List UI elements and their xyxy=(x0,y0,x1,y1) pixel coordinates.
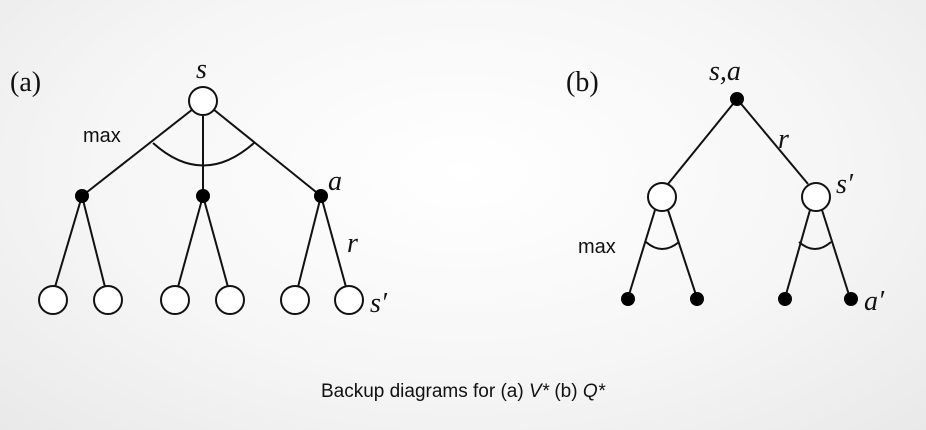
max-arc-a xyxy=(152,142,255,167)
diagram-a xyxy=(54,108,347,288)
edge-a-root-action1 xyxy=(81,108,194,197)
action-label-a: a xyxy=(328,166,342,197)
action-node-a1 xyxy=(75,189,89,203)
action-node-b3 xyxy=(778,292,792,306)
next-state-node-6 xyxy=(334,285,364,315)
state-node-b1 xyxy=(647,182,677,212)
next-state-node-4 xyxy=(215,285,245,315)
next-state-node-3 xyxy=(160,285,190,315)
edge-a-a1-s1 xyxy=(54,195,83,288)
edge-a-a2-s4 xyxy=(202,195,229,288)
reward-label-a: r xyxy=(347,228,358,259)
max-label-a: max xyxy=(83,125,121,147)
edge-b-s2-a3 xyxy=(784,209,811,299)
caption-middle: (b) xyxy=(549,381,583,402)
edge-b-root-s2 xyxy=(736,98,809,185)
action-node-b2 xyxy=(690,292,704,306)
action-node-a3 xyxy=(314,189,328,203)
edge-a-root-action3 xyxy=(212,108,322,197)
edge-a-a3-s5 xyxy=(297,195,322,288)
max-label-b: max xyxy=(578,236,616,258)
caption-prefix: Backup diagrams for (a) xyxy=(320,381,529,402)
panel-label-a: (a) xyxy=(10,67,41,98)
action-node-a2 xyxy=(196,189,210,203)
edge-b-s2-a4 xyxy=(821,209,851,299)
state-node-root-a xyxy=(188,86,218,116)
root-label-b: s,a xyxy=(709,56,741,87)
edge-b-s1-a1 xyxy=(627,209,656,299)
edge-b-s1-a2 xyxy=(667,209,698,299)
action-node-b1 xyxy=(621,292,635,306)
next-state-node-2 xyxy=(93,285,123,315)
caption-v-star: V* xyxy=(528,381,550,402)
diagram-b xyxy=(627,98,851,299)
panel-label-b: (b) xyxy=(566,67,599,98)
next-state-label-a: s′ xyxy=(370,288,388,319)
reward-label-b: r xyxy=(778,124,789,155)
next-action-label-b: a′ xyxy=(864,286,885,317)
max-arc-b-left xyxy=(645,241,680,250)
root-label-a: s xyxy=(196,54,207,85)
next-state-label-b: s′ xyxy=(836,169,854,200)
next-state-node-5 xyxy=(280,285,310,315)
state-node-b2 xyxy=(801,182,831,212)
figure-caption: Backup diagrams for (a) V* (b) Q* xyxy=(0,381,926,403)
edge-b-root-s1 xyxy=(667,98,738,185)
edge-a-a3-s6 xyxy=(320,195,347,288)
action-node-b4 xyxy=(844,292,858,306)
edge-a-a2-s3 xyxy=(177,195,204,288)
max-arc-b-right xyxy=(798,241,832,250)
caption-q-star: Q* xyxy=(582,381,606,402)
edge-a-a1-s2 xyxy=(81,195,106,288)
action-node-root-b xyxy=(730,92,744,106)
next-state-node-1 xyxy=(38,285,68,315)
